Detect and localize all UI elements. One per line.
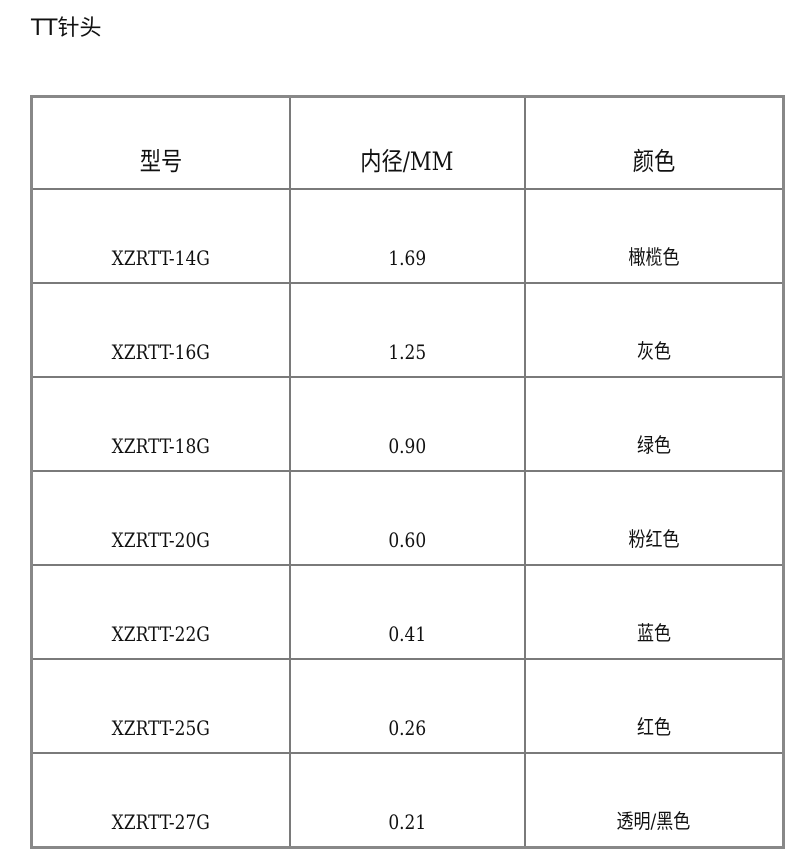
cell-color: 灰色 <box>523 282 785 378</box>
cell-model-text: XZRTT-20G <box>111 528 210 552</box>
cell-color: 蓝色 <box>523 564 785 660</box>
cell-inner-diameter-text: 0.26 <box>388 716 427 740</box>
cell-model-text: XZRTT-14G <box>111 246 210 270</box>
table-row: XZRTT-20G 0.60 粉红色 <box>30 470 785 566</box>
cell-model: XZRTT-20G <box>30 470 291 566</box>
cell-model: XZRTT-18G <box>30 376 291 472</box>
cell-model: XZRTT-25G <box>30 658 291 754</box>
page-title: TT针头 <box>31 16 102 41</box>
header-color: 颜色 <box>523 95 785 190</box>
table-header-row: 型号 内径/MM 颜色 <box>30 95 785 190</box>
cell-inner-diameter: 0.26 <box>288 658 526 754</box>
header-model: 型号 <box>30 95 291 190</box>
cell-inner-diameter: 0.90 <box>288 376 526 472</box>
table-row: XZRTT-27G 0.21 透明/黑色 <box>30 752 785 849</box>
cell-color-text: 红色 <box>636 715 671 739</box>
cell-inner-diameter: 0.41 <box>288 564 526 660</box>
cell-inner-diameter-text: 0.60 <box>388 528 427 552</box>
header-label: 型号 <box>139 147 183 176</box>
cell-model-text: XZRTT-18G <box>111 434 210 458</box>
cell-color: 红色 <box>523 658 785 754</box>
cell-model: XZRTT-22G <box>30 564 291 660</box>
cell-inner-diameter: 1.69 <box>288 188 526 284</box>
table-row: XZRTT-16G 1.25 灰色 <box>30 282 785 378</box>
header-label: 颜色 <box>632 147 676 176</box>
cell-color: 橄榄色 <box>523 188 785 284</box>
cell-color-text: 蓝色 <box>636 621 671 645</box>
cell-color-text: 橄榄色 <box>628 245 680 269</box>
cell-inner-diameter-text: 0.90 <box>388 434 427 458</box>
table-row: XZRTT-14G 1.69 橄榄色 <box>30 188 785 284</box>
cell-inner-diameter-text: 1.69 <box>388 246 427 270</box>
cell-inner-diameter: 0.60 <box>288 470 526 566</box>
cell-model-text: XZRTT-16G <box>111 340 210 364</box>
cell-model: XZRTT-14G <box>30 188 291 284</box>
table-row: XZRTT-18G 0.90 绿色 <box>30 376 785 472</box>
table-row: XZRTT-22G 0.41 蓝色 <box>30 564 785 660</box>
cell-color: 粉红色 <box>523 470 785 566</box>
cell-color-text: 绿色 <box>636 433 671 457</box>
cell-color-text: 灰色 <box>636 339 671 363</box>
needle-spec-table: 型号 内径/MM 颜色 XZRTT-14G 1.69 橄榄色 XZRTT-16G 1.2… <box>30 95 785 849</box>
cell-color: 透明/黑色 <box>523 752 785 849</box>
cell-inner-diameter: 1.25 <box>288 282 526 378</box>
cell-color-text: 透明/黑色 <box>616 809 691 833</box>
cell-model-text: XZRTT-22G <box>111 622 210 646</box>
cell-color-text: 粉红色 <box>628 527 680 551</box>
cell-inner-diameter-text: 0.21 <box>388 810 427 834</box>
cell-color: 绿色 <box>523 376 785 472</box>
cell-inner-diameter-text: 1.25 <box>388 340 427 364</box>
table-row: XZRTT-25G 0.26 红色 <box>30 658 785 754</box>
cell-model: XZRTT-27G <box>30 752 291 849</box>
cell-inner-diameter-text: 0.41 <box>388 622 427 646</box>
header-label: 内径/MM <box>360 147 454 176</box>
header-inner-diameter: 内径/MM <box>288 95 526 190</box>
cell-model-text: XZRTT-27G <box>111 810 210 834</box>
cell-model: XZRTT-16G <box>30 282 291 378</box>
cell-model-text: XZRTT-25G <box>111 716 210 740</box>
cell-inner-diameter: 0.21 <box>288 752 526 849</box>
